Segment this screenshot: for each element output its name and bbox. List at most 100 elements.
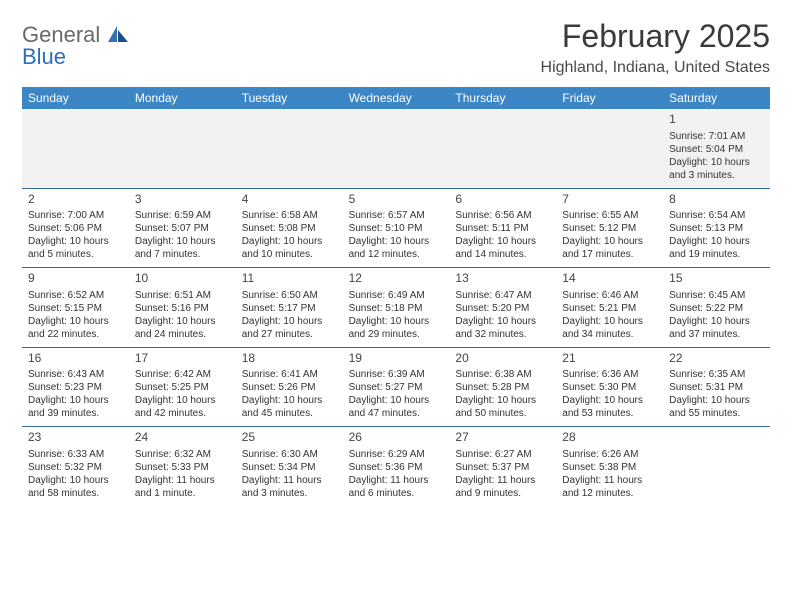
calendar-day-cell (449, 109, 556, 188)
sunrise-text: Sunrise: 6:39 AM (349, 368, 444, 381)
calendar-week-row: 16Sunrise: 6:43 AMSunset: 5:23 PMDayligh… (22, 347, 770, 427)
daylight-text: Daylight: 10 hours and 32 minutes. (455, 315, 550, 341)
calendar-week-row: 2Sunrise: 7:00 AMSunset: 5:06 PMDaylight… (22, 188, 770, 268)
daylight-text: Daylight: 10 hours and 24 minutes. (135, 315, 230, 341)
day-number: 2 (28, 192, 123, 208)
daylight-text: Daylight: 11 hours and 1 minute. (135, 474, 230, 500)
weekday-header-cell: Thursday (449, 87, 556, 109)
sunrise-text: Sunrise: 6:56 AM (455, 209, 550, 222)
day-number: 5 (349, 192, 444, 208)
calendar-week-row: 1Sunrise: 7:01 AMSunset: 5:04 PMDaylight… (22, 109, 770, 188)
daylight-text: Daylight: 10 hours and 55 minutes. (669, 394, 764, 420)
calendar-day-cell (343, 109, 450, 188)
sunset-text: Sunset: 5:04 PM (669, 143, 764, 156)
calendar-week-row: 9Sunrise: 6:52 AMSunset: 5:15 PMDaylight… (22, 267, 770, 347)
day-number: 28 (562, 430, 657, 446)
sunset-text: Sunset: 5:37 PM (455, 461, 550, 474)
sunset-text: Sunset: 5:21 PM (562, 302, 657, 315)
calendar-day-cell: 27Sunrise: 6:27 AMSunset: 5:37 PMDayligh… (449, 427, 556, 506)
sunset-text: Sunset: 5:30 PM (562, 381, 657, 394)
calendar-day-cell: 1Sunrise: 7:01 AMSunset: 5:04 PMDaylight… (663, 109, 770, 188)
calendar-day-cell: 14Sunrise: 6:46 AMSunset: 5:21 PMDayligh… (556, 268, 663, 347)
calendar-day-cell: 5Sunrise: 6:57 AMSunset: 5:10 PMDaylight… (343, 189, 450, 268)
sunrise-text: Sunrise: 6:46 AM (562, 289, 657, 302)
daylight-text: Daylight: 10 hours and 29 minutes. (349, 315, 444, 341)
daylight-text: Daylight: 10 hours and 50 minutes. (455, 394, 550, 420)
calendar-day-cell (663, 427, 770, 506)
calendar-day-cell: 26Sunrise: 6:29 AMSunset: 5:36 PMDayligh… (343, 427, 450, 506)
weekday-header-cell: Sunday (22, 87, 129, 109)
sunrise-text: Sunrise: 6:35 AM (669, 368, 764, 381)
calendar-day-cell: 6Sunrise: 6:56 AMSunset: 5:11 PMDaylight… (449, 189, 556, 268)
sunrise-text: Sunrise: 6:58 AM (242, 209, 337, 222)
calendar-day-cell (236, 109, 343, 188)
calendar-day-cell: 23Sunrise: 6:33 AMSunset: 5:32 PMDayligh… (22, 427, 129, 506)
calendar-page: General Blue February 2025 Highland, Ind… (0, 0, 792, 524)
calendar-day-cell: 11 Sunrise: 6:50 AMSunset: 5:17 PMDayligh… (236, 268, 343, 347)
sunrise-text: Sunrise: 6:26 AM (562, 448, 657, 461)
sunset-text: Sunset: 5:08 PM (242, 222, 337, 235)
day-number: 11 (242, 271, 337, 287)
day-number: 12 (349, 271, 444, 287)
month-title: February 2025 (541, 18, 770, 55)
calendar-day-cell: 17Sunrise: 6:42 AMSunset: 5:25 PMDayligh… (129, 348, 236, 427)
calendar-day-cell: 3Sunrise: 6:59 AMSunset: 5:07 PMDaylight… (129, 189, 236, 268)
day-number: 10 (135, 271, 230, 287)
sunset-text: Sunset: 5:12 PM (562, 222, 657, 235)
sunset-text: Sunset: 5:20 PM (455, 302, 550, 315)
day-number: 26 (349, 430, 444, 446)
calendar-day-cell: 7Sunrise: 6:55 AMSunset: 5:12 PMDaylight… (556, 189, 663, 268)
daylight-text: Daylight: 10 hours and 27 minutes. (242, 315, 337, 341)
day-number: 23 (28, 430, 123, 446)
sunset-text: Sunset: 5:15 PM (28, 302, 123, 315)
sunset-text: Sunset: 5:07 PM (135, 222, 230, 235)
sunrise-text: Sunrise: 6:51 AM (135, 289, 230, 302)
calendar-body: 1Sunrise: 7:01 AMSunset: 5:04 PMDaylight… (22, 109, 770, 506)
calendar-day-cell: 19Sunrise: 6:39 AMSunset: 5:27 PMDayligh… (343, 348, 450, 427)
daylight-text: Daylight: 10 hours and 17 minutes. (562, 235, 657, 261)
daylight-text: Daylight: 10 hours and 7 minutes. (135, 235, 230, 261)
daylight-text: Daylight: 10 hours and 5 minutes. (28, 235, 123, 261)
sunset-text: Sunset: 5:23 PM (28, 381, 123, 394)
calendar-grid: SundayMondayTuesdayWednesdayThursdayFrid… (22, 87, 770, 506)
sunset-text: Sunset: 5:17 PM (242, 302, 337, 315)
sunrise-text: Sunrise: 7:00 AM (28, 209, 123, 222)
daylight-text: Daylight: 10 hours and 12 minutes. (349, 235, 444, 261)
daylight-text: Daylight: 10 hours and 14 minutes. (455, 235, 550, 261)
calendar-day-cell: 18Sunrise: 6:41 AMSunset: 5:26 PMDayligh… (236, 348, 343, 427)
calendar-week-row: 23Sunrise: 6:33 AMSunset: 5:32 PMDayligh… (22, 426, 770, 506)
sunrise-text: Sunrise: 6:45 AM (669, 289, 764, 302)
calendar-day-cell: 21Sunrise: 6:36 AMSunset: 5:30 PMDayligh… (556, 348, 663, 427)
day-number: 17 (135, 351, 230, 367)
brand-sail-icon (108, 22, 128, 47)
sunset-text: Sunset: 5:38 PM (562, 461, 657, 474)
sunset-text: Sunset: 5:34 PM (242, 461, 337, 474)
calendar-day-cell: 15Sunrise: 6:45 AMSunset: 5:22 PMDayligh… (663, 268, 770, 347)
day-number: 18 (242, 351, 337, 367)
sunrise-text: Sunrise: 6:32 AM (135, 448, 230, 461)
sunrise-text: Sunrise: 6:30 AM (242, 448, 337, 461)
calendar-day-cell: 16Sunrise: 6:43 AMSunset: 5:23 PMDayligh… (22, 348, 129, 427)
brand-logo: General Blue (22, 24, 128, 68)
sunrise-text: Sunrise: 6:50 AM (242, 289, 337, 302)
page-header: General Blue February 2025 Highland, Ind… (22, 18, 770, 77)
day-number: 15 (669, 271, 764, 287)
sunrise-text: Sunrise: 6:49 AM (349, 289, 444, 302)
sunrise-text: Sunrise: 6:33 AM (28, 448, 123, 461)
sunset-text: Sunset: 5:28 PM (455, 381, 550, 394)
sunrise-text: Sunrise: 6:41 AM (242, 368, 337, 381)
daylight-text: Daylight: 10 hours and 3 minutes. (669, 156, 764, 182)
day-number: 14 (562, 271, 657, 287)
calendar-day-cell: 9Sunrise: 6:52 AMSunset: 5:15 PMDaylight… (22, 268, 129, 347)
day-number: 25 (242, 430, 337, 446)
daylight-text: Daylight: 10 hours and 42 minutes. (135, 394, 230, 420)
daylight-text: Daylight: 11 hours and 3 minutes. (242, 474, 337, 500)
daylight-text: Daylight: 10 hours and 53 minutes. (562, 394, 657, 420)
sunset-text: Sunset: 5:33 PM (135, 461, 230, 474)
weekday-header-cell: Friday (556, 87, 663, 109)
sunset-text: Sunset: 5:25 PM (135, 381, 230, 394)
weekday-header-cell: Monday (129, 87, 236, 109)
sunrise-text: Sunrise: 6:54 AM (669, 209, 764, 222)
day-number: 7 (562, 192, 657, 208)
sunrise-text: Sunrise: 7:01 AM (669, 130, 764, 143)
